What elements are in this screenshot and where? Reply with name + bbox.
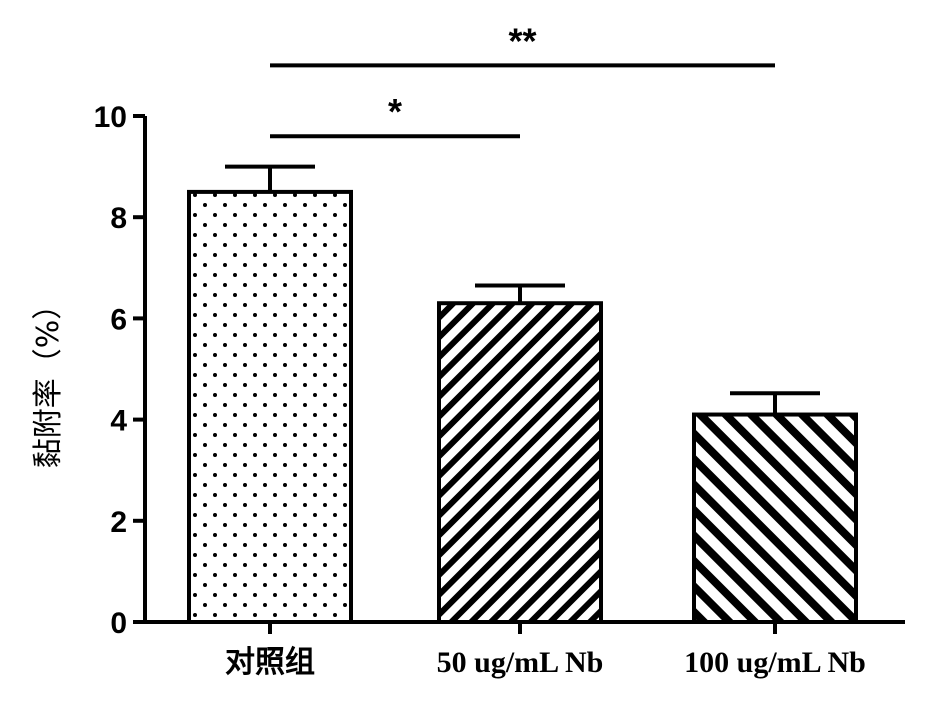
y-tick-label: 6 — [110, 303, 127, 336]
bar-group — [437, 283, 603, 624]
significance-markers: *** — [270, 20, 775, 139]
bar-group — [692, 391, 858, 625]
bar — [692, 412, 858, 625]
y-tick-label: 8 — [110, 202, 127, 235]
y-tick-label: 10 — [94, 101, 127, 134]
bars — [187, 164, 858, 625]
bar — [437, 301, 603, 624]
y-tick-label: 2 — [110, 506, 127, 539]
bar-group — [187, 164, 353, 624]
x-tick-label: 100 ug/mL Nb — [684, 646, 866, 679]
y-tick-label: 4 — [110, 405, 127, 438]
bar — [187, 189, 353, 624]
significance-label: * — [388, 91, 402, 132]
y-axis-label: 黏附率（%） — [31, 290, 66, 469]
y-tick-label: 0 — [110, 607, 127, 640]
x-tick-label: 50 ug/mL Nb — [437, 646, 604, 679]
x-axis: 对照组 50 ug/mL Nb 100 ug/mL Nb — [143, 620, 905, 679]
x-tick-label: 对照组 — [225, 645, 315, 679]
significance-label: ** — [508, 20, 536, 61]
y-axis: 0 2 4 6 8 10 — [94, 101, 147, 640]
